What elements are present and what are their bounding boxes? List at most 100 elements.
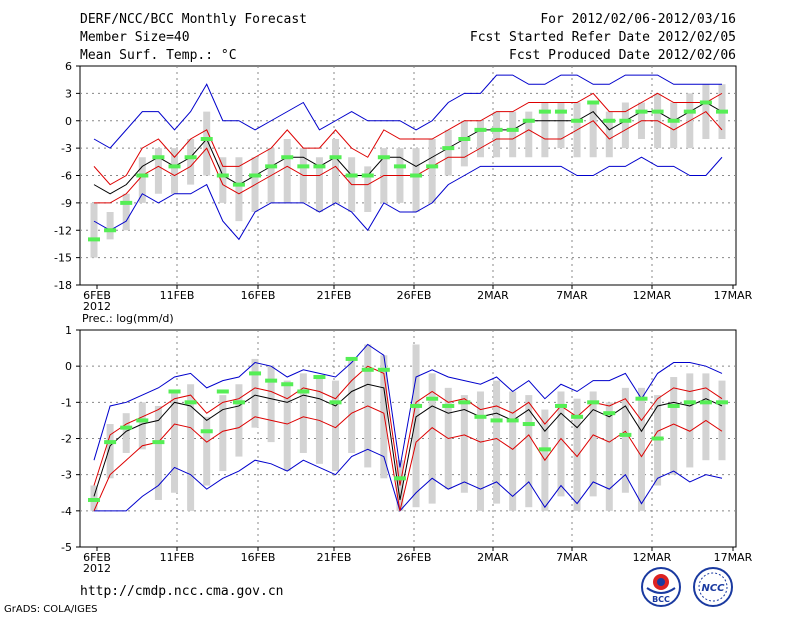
precipitation-median-marker bbox=[522, 422, 535, 427]
precipitation-median-marker bbox=[554, 403, 567, 408]
precipitation-upper-quartile-line bbox=[93, 365, 723, 486]
precipitation-median-marker bbox=[458, 400, 471, 405]
temperature-median-marker bbox=[265, 164, 278, 169]
precipitation-xtick-label: 21FEB bbox=[317, 551, 352, 564]
precipitation-median-marker bbox=[152, 440, 165, 445]
precipitation-median-marker bbox=[88, 497, 100, 502]
temperature-median-marker bbox=[297, 164, 310, 169]
precipitation-spread-bar bbox=[637, 387, 645, 511]
header-member-size: Member Size=40 bbox=[80, 30, 190, 45]
precipitation-spread-bar bbox=[348, 358, 356, 453]
precipitation-lower-quartile-line bbox=[93, 405, 723, 512]
temperature-ytick-label: -3 bbox=[61, 142, 72, 155]
temperature-ytick-label: -6 bbox=[61, 170, 72, 183]
temperature-median-marker bbox=[522, 118, 535, 123]
temperature-min-line bbox=[93, 156, 723, 241]
precipitation-median-marker bbox=[619, 432, 632, 437]
temperature-ytick-label: 6 bbox=[65, 60, 72, 73]
precipitation-spread-bar bbox=[589, 391, 597, 497]
temperature-median-marker bbox=[249, 173, 262, 178]
temperature-spread-bar bbox=[154, 148, 162, 194]
temperature-median-marker bbox=[538, 109, 551, 114]
temperature-median-marker bbox=[329, 155, 342, 160]
precipitation-ytick-label: -2 bbox=[61, 433, 72, 446]
precipitation-median-marker bbox=[603, 411, 616, 416]
precipitation-median-marker bbox=[651, 436, 664, 441]
temperature-spread-bar bbox=[605, 111, 613, 158]
bcc-logo: BCC bbox=[640, 566, 682, 608]
header-title: DERF/NCC/BCC Monthly Forecast bbox=[80, 12, 307, 27]
precipitation-median-marker bbox=[200, 429, 213, 434]
precipitation-median-marker bbox=[474, 414, 487, 419]
temperature-spread-bar bbox=[106, 212, 114, 240]
temperature-xtick-label: 11FEB bbox=[160, 289, 195, 302]
precipitation-median-marker bbox=[393, 476, 406, 481]
precipitation-median-marker bbox=[683, 400, 696, 405]
precipitation-spread-bar bbox=[283, 380, 291, 472]
temperature-spread-bar bbox=[315, 157, 323, 212]
temperature-median-marker bbox=[104, 228, 117, 233]
temperature-xtick-label: 7MAR bbox=[556, 289, 588, 302]
temperature-xtick-label: 17MAR bbox=[714, 289, 753, 302]
precipitation-spread-bar bbox=[718, 380, 726, 461]
temperature-median-marker bbox=[635, 109, 648, 114]
temperature-upper-quartile-line bbox=[93, 92, 723, 186]
temperature-spread-bar bbox=[171, 148, 179, 194]
temperature-spread-bar bbox=[541, 102, 549, 158]
precipitation-spread-bar bbox=[122, 413, 130, 453]
temperature-median-marker bbox=[426, 164, 439, 169]
precipitation-ytick-label: -5 bbox=[61, 541, 72, 554]
temperature-median-marker bbox=[506, 127, 519, 132]
precipitation-ytick-label: -4 bbox=[61, 505, 72, 518]
temperature-median-marker bbox=[716, 109, 728, 114]
temperature-ytick-label: -18 bbox=[54, 279, 72, 292]
temperature-spread-bar bbox=[428, 139, 436, 203]
temperature-xtick-label: 26FEB bbox=[397, 289, 432, 302]
precipitation-median-marker bbox=[361, 367, 374, 372]
precipitation-median-marker bbox=[377, 367, 390, 372]
precipitation-median-marker bbox=[345, 356, 358, 361]
precip-panel-title: Prec.: log(mm/d) bbox=[82, 312, 174, 325]
precipitation-median-marker bbox=[538, 447, 551, 452]
precipitation-spread-bar bbox=[332, 380, 340, 472]
temperature-spread-bar bbox=[412, 148, 420, 212]
temperature-spread-bar bbox=[138, 157, 146, 203]
precipitation-median-marker bbox=[699, 400, 712, 405]
precipitation-spread-bar bbox=[235, 384, 243, 457]
temperature-spread-bar bbox=[476, 120, 484, 158]
temperature-median-marker bbox=[410, 173, 423, 178]
temperature-spread-bar bbox=[364, 166, 372, 212]
temperature-spread-bar bbox=[122, 193, 130, 231]
precipitation-spread-bar bbox=[203, 416, 211, 486]
temperature-median-marker bbox=[474, 127, 487, 132]
precipitation-spread-bar bbox=[525, 395, 533, 508]
precipitation-frame bbox=[79, 329, 737, 548]
temperature-spread-bar bbox=[203, 111, 211, 176]
temperature-ytick-label: -15 bbox=[54, 252, 72, 265]
temperature-median-marker bbox=[603, 118, 616, 123]
precipitation-spread-bar bbox=[428, 373, 436, 504]
temperature-median-marker bbox=[490, 127, 503, 132]
precipitation-spread-bar bbox=[267, 366, 275, 443]
precipitation-median-marker bbox=[184, 400, 197, 405]
precipitation-median-marker bbox=[265, 378, 278, 383]
precipitation-spread-bar bbox=[460, 395, 468, 493]
temperature-ytick-label: -9 bbox=[61, 197, 72, 210]
temperature-max-line bbox=[93, 74, 722, 149]
precipitation-spread-bar bbox=[412, 344, 420, 508]
temperature-median-marker bbox=[345, 173, 358, 178]
precipitation-xtick-label: 16FEB bbox=[241, 551, 276, 564]
precipitation-median-marker bbox=[281, 382, 294, 387]
temperature-ytick-label: 0 bbox=[65, 115, 72, 128]
temperature-median-marker bbox=[667, 118, 680, 123]
header-variable: Mean Surf. Temp.: °C bbox=[80, 48, 237, 63]
precipitation-spread-bar bbox=[621, 387, 629, 493]
precipitation-mean-line bbox=[93, 383, 723, 501]
precipitation-xtick-label: 2012 bbox=[83, 562, 111, 575]
temperature-spread-bar bbox=[621, 102, 629, 149]
footer-url[interactable]: http://cmdp.ncc.cma.gov.cn bbox=[80, 584, 284, 599]
precipitation-spread-bar bbox=[187, 384, 195, 511]
temperature-median-marker bbox=[571, 118, 584, 123]
temperature-median-marker bbox=[232, 182, 245, 187]
